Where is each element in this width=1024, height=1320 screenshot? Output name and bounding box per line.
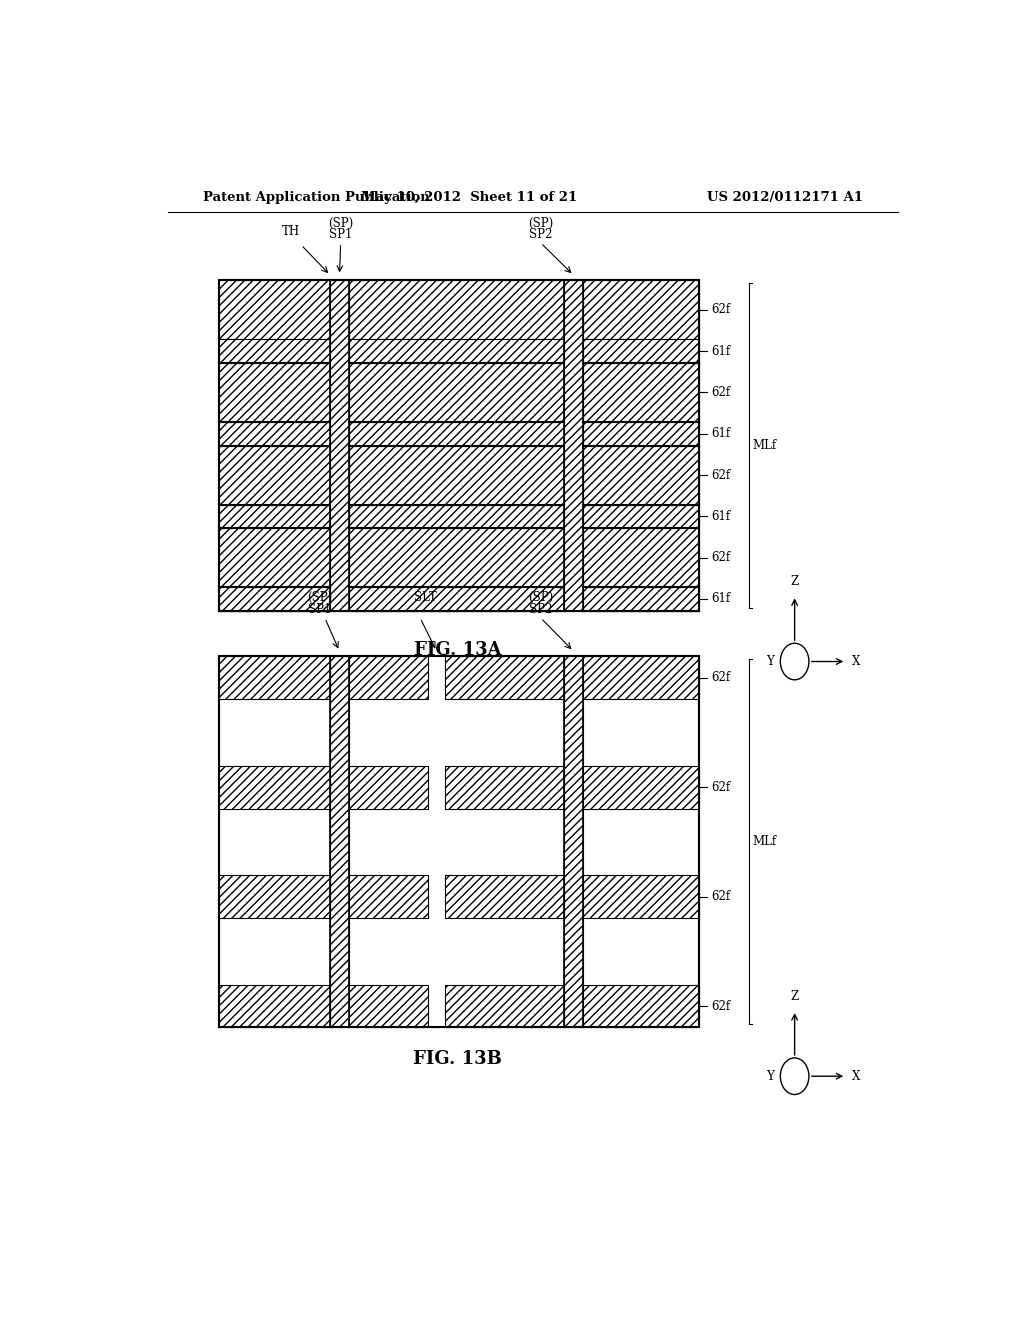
Bar	[219, 875, 331, 917]
Bar	[219, 587, 331, 611]
Bar	[445, 766, 564, 809]
Bar	[219, 504, 331, 528]
Text: 62f: 62f	[712, 469, 730, 482]
Bar	[583, 985, 699, 1027]
Bar	[348, 656, 428, 700]
Bar	[219, 766, 331, 809]
Text: SLT: SLT	[414, 590, 436, 603]
Bar	[564, 280, 583, 611]
Text: (SP): (SP)	[528, 590, 553, 603]
Text: Z: Z	[791, 990, 799, 1003]
Bar	[348, 875, 428, 917]
Text: SP1: SP1	[308, 603, 332, 615]
Circle shape	[780, 643, 809, 680]
Text: Y: Y	[766, 1069, 774, 1082]
Bar	[583, 656, 699, 700]
Bar	[219, 339, 331, 363]
Bar	[445, 656, 564, 700]
Text: X: X	[852, 1069, 860, 1082]
Bar	[564, 656, 583, 1027]
Bar	[331, 280, 348, 611]
Text: 61f: 61f	[712, 510, 730, 523]
Bar	[348, 766, 428, 809]
Bar	[348, 528, 564, 587]
Text: Y: Y	[766, 655, 774, 668]
Bar	[219, 656, 699, 1027]
Bar	[348, 504, 564, 528]
Text: 61f: 61f	[712, 428, 730, 441]
Text: 62f: 62f	[712, 999, 730, 1012]
Bar	[428, 656, 445, 1027]
Bar	[219, 656, 331, 700]
Bar	[219, 985, 331, 1027]
Bar	[348, 587, 564, 611]
Text: 62f: 62f	[712, 780, 730, 793]
Text: MLf: MLf	[753, 440, 776, 451]
Bar	[348, 280, 564, 339]
Bar	[445, 875, 564, 917]
Bar	[583, 280, 699, 339]
Text: Z: Z	[791, 576, 799, 589]
Bar	[348, 339, 564, 363]
Bar	[331, 280, 348, 611]
Bar	[219, 280, 699, 611]
Text: SP1: SP1	[329, 228, 352, 240]
Bar	[583, 504, 699, 528]
Text: 62f: 62f	[712, 890, 730, 903]
Bar	[583, 528, 699, 587]
Text: FIG. 13A: FIG. 13A	[414, 642, 501, 659]
Bar	[219, 656, 699, 1027]
Text: 62f: 62f	[712, 552, 730, 564]
Text: SP2: SP2	[529, 228, 552, 240]
Bar	[219, 280, 331, 339]
Text: May 10, 2012  Sheet 11 of 21: May 10, 2012 Sheet 11 of 21	[361, 190, 578, 203]
Text: FIG. 13B: FIG. 13B	[413, 1049, 502, 1068]
Bar	[348, 422, 564, 446]
Bar	[564, 656, 583, 1027]
Bar	[219, 446, 331, 504]
Bar	[583, 766, 699, 809]
Text: (SP): (SP)	[307, 590, 333, 603]
Text: (SP): (SP)	[528, 216, 553, 230]
Bar	[331, 656, 348, 1027]
Text: MLf: MLf	[753, 836, 776, 849]
Bar	[348, 985, 428, 1027]
Bar	[219, 528, 331, 587]
Bar	[348, 446, 564, 504]
Text: 62f: 62f	[712, 672, 730, 684]
Bar	[583, 875, 699, 917]
Bar	[219, 363, 331, 422]
Text: Patent Application Publication: Patent Application Publication	[204, 190, 430, 203]
Text: SP2: SP2	[529, 603, 552, 615]
Circle shape	[780, 1057, 809, 1094]
Text: (SP): (SP)	[328, 216, 353, 230]
Text: X: X	[852, 655, 860, 668]
Bar	[348, 363, 564, 422]
Bar	[583, 339, 699, 363]
Bar	[219, 280, 699, 611]
Bar	[445, 985, 564, 1027]
Text: 61f: 61f	[712, 593, 730, 606]
Bar	[583, 363, 699, 422]
Bar	[331, 656, 348, 1027]
Bar	[564, 280, 583, 611]
Text: US 2012/0112171 A1: US 2012/0112171 A1	[708, 190, 863, 203]
Bar	[583, 422, 699, 446]
Bar	[583, 446, 699, 504]
Text: 62f: 62f	[712, 385, 730, 399]
Text: 61f: 61f	[712, 345, 730, 358]
Bar	[583, 587, 699, 611]
Text: TH: TH	[282, 224, 300, 238]
Bar	[219, 422, 331, 446]
Text: 62f: 62f	[712, 304, 730, 317]
